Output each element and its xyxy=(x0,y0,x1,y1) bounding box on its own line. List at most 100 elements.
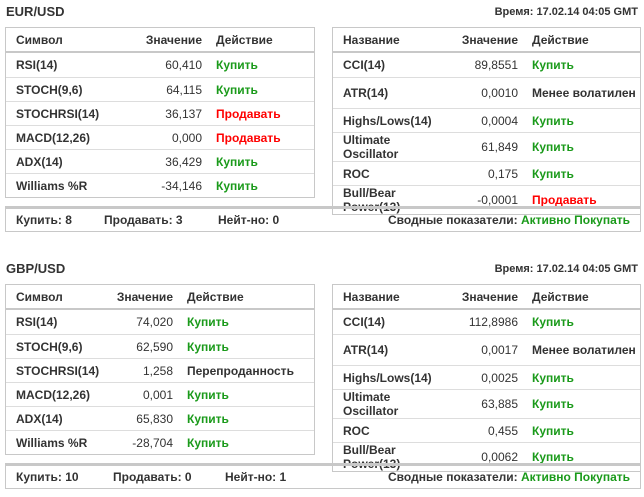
indicator-value: 62,590 xyxy=(136,339,173,354)
indicator-value: 61,849 xyxy=(481,140,518,154)
indicator-value: 74,020 xyxy=(136,315,173,329)
neutral-count: Нейт-но: 0 xyxy=(218,213,280,227)
indicator-name: MACD(12,26) xyxy=(16,130,91,145)
buy-count: Купить: 8 xyxy=(16,213,72,227)
indicator-name: Ultimate Oscillator xyxy=(343,133,399,161)
table-row: ROC 0,175 Купить xyxy=(333,161,640,185)
indicator-name: STOCHRSI(14) xyxy=(16,106,100,121)
indicator-name: CCI(14) xyxy=(343,315,386,329)
table-row: MACD(12,26) 0,001 Купить xyxy=(6,382,314,406)
summary-label: Сводные показатели: xyxy=(388,470,518,484)
column-header: Действие xyxy=(532,289,589,304)
currency-pair-block: GBP/USD Время: 17.02.14 04:05 GMT Символ Зн… xyxy=(0,257,644,497)
table-row: STOCH(9,6) 64,115 Купить xyxy=(6,77,314,101)
update-time: Время: 17.02.14 04:05 GMT xyxy=(494,6,638,18)
indicator-value: 0,0062 xyxy=(481,450,518,464)
indicator-name: CCI(14) xyxy=(343,58,386,72)
summary-bar: Купить: 8 Продавать: 3 Нейт-но: 0 Сводные п… xyxy=(5,206,641,232)
indicator-value: 64,115 xyxy=(166,82,202,97)
indicator-action: Купить xyxy=(187,387,229,402)
indicator-name: RSI(14) xyxy=(16,58,58,72)
indicators-table: Название Значение Действие CCI(14) 112,8986 К… xyxy=(332,284,641,472)
update-time: Время: 17.02.14 04:05 GMT xyxy=(494,263,638,275)
indicator-value: 0,0004 xyxy=(481,113,518,128)
oscillators-table: Символ Значение Действие RSI(14) 60,410 Купит… xyxy=(5,27,315,198)
table-row: Highs/Lows(14) 0,0004 Купить xyxy=(333,108,640,132)
indicator-action: Купить xyxy=(187,435,229,450)
indicator-action: Купить xyxy=(532,370,574,385)
indicator-action: Продавать xyxy=(216,130,281,145)
indicator-action: Купить xyxy=(216,58,258,72)
table-header: Название Значение Действие xyxy=(333,28,640,53)
table-row: ATR(14) 0,0010 Менее волатилен xyxy=(333,77,640,108)
indicator-value: -0,0001 xyxy=(477,193,518,207)
indicator-action: Купить xyxy=(187,339,229,354)
indicator-name: ROC xyxy=(343,166,370,181)
indicator-action: Купить xyxy=(532,397,574,411)
indicator-value: 0,0017 xyxy=(481,343,518,357)
pair-title: EUR/USD xyxy=(6,4,65,19)
indicator-action: Перепроданность xyxy=(187,363,294,378)
sell-count: Продавать: 0 xyxy=(113,470,192,484)
indicator-action: Продавать xyxy=(532,193,597,207)
table-row: Bull/Bear Power(13) -0,0001 Продавать xyxy=(333,185,640,214)
table-row: RSI(14) 60,410 Купить xyxy=(6,53,314,77)
table-row: RSI(14) 74,020 Купить xyxy=(6,310,314,334)
table-row: Williams %R -28,704 Купить xyxy=(6,430,314,454)
column-header: Действие xyxy=(532,32,589,47)
indicator-action: Купить xyxy=(532,423,574,438)
table-row: Ultimate Oscillator 63,885 Купить xyxy=(333,389,640,418)
table-row: ROC 0,455 Купить xyxy=(333,418,640,442)
table-row: ADX(14) 36,429 Купить xyxy=(6,149,314,173)
indicator-name: Williams %R xyxy=(16,178,88,193)
summary-verdict: Сводные показатели: Активно Покупать xyxy=(388,213,630,227)
table-row: Highs/Lows(14) 0,0025 Купить xyxy=(333,365,640,389)
indicator-name: STOCHRSI(14) xyxy=(16,363,100,378)
indicator-name: Highs/Lows(14) xyxy=(343,370,432,385)
oscillators-table: Символ Значение Действие RSI(14) 74,020 Купит… xyxy=(5,284,315,455)
table-header: Символ Значение Действие xyxy=(6,285,314,310)
indicator-action: Купить xyxy=(532,113,574,128)
summary-label: Сводные показатели: xyxy=(388,213,518,227)
pair-title: GBP/USD xyxy=(6,261,66,276)
indicator-name: Ultimate Oscillator xyxy=(343,390,399,418)
indicator-value: 63,885 xyxy=(481,397,518,411)
indicator-action: Купить xyxy=(532,315,574,329)
table-row: Williams %R -34,146 Купить xyxy=(6,173,314,197)
table-row: Ultimate Oscillator 61,849 Купить xyxy=(333,132,640,161)
table-row: MACD(12,26) 0,000 Продавать xyxy=(6,125,314,149)
indicator-action: Купить xyxy=(532,58,574,72)
column-header: Название xyxy=(343,32,400,47)
sell-count: Продавать: 3 xyxy=(104,213,183,227)
indicator-name: ATR(14) xyxy=(343,86,389,100)
column-header: Название xyxy=(343,289,400,304)
table-header: Символ Значение Действие xyxy=(6,28,314,53)
indicator-action: Купить xyxy=(216,178,258,193)
indicator-name: STOCH(9,6) xyxy=(16,82,83,97)
table-row: CCI(14) 89,8551 Купить xyxy=(333,53,640,77)
column-header: Значение xyxy=(116,289,173,304)
indicator-value: 65,830 xyxy=(136,411,173,426)
column-header: Значение xyxy=(145,32,202,47)
table-row: STOCH(9,6) 62,590 Купить xyxy=(6,334,314,358)
table-row: STOCHRSI(14) 1,258 Перепроданность xyxy=(6,358,314,382)
indicator-action: Продавать xyxy=(216,106,281,121)
indicator-action: Менее волатилен xyxy=(532,343,636,357)
indicator-action: Купить xyxy=(532,166,574,181)
indicator-name: Williams %R xyxy=(16,435,88,450)
currency-pair-block: EUR/USD Время: 17.02.14 04:05 GMT Символ Зн… xyxy=(0,0,644,240)
table-row: ADX(14) 65,830 Купить xyxy=(6,406,314,430)
neutral-count: Нейт-но: 1 xyxy=(225,470,287,484)
indicator-value: 112,8986 xyxy=(468,315,518,329)
summary-value: Активно Покупать xyxy=(520,470,630,484)
indicator-action: Купить xyxy=(216,154,258,169)
indicator-name: STOCH(9,6) xyxy=(16,339,83,354)
indicator-value: 0,0010 xyxy=(481,86,518,100)
indicators-table: Название Значение Действие CCI(14) 89,8551 Ку… xyxy=(332,27,641,215)
indicator-value: -28,704 xyxy=(132,435,173,450)
column-header: Символ xyxy=(16,32,63,47)
column-header: Значение xyxy=(461,289,518,304)
indicator-name: MACD(12,26) xyxy=(16,387,91,402)
indicator-value: 0,0025 xyxy=(481,370,518,385)
indicator-value: 36,429 xyxy=(165,154,202,169)
